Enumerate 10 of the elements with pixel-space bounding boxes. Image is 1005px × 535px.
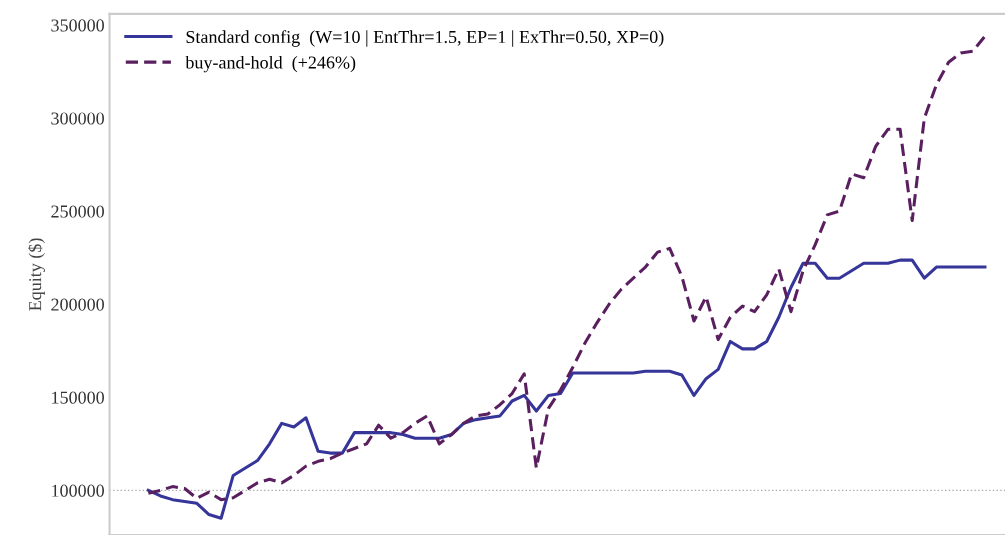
y-tick-label: 150000 [52,391,104,404]
y-tick-label: 300000 [51,112,104,125]
y-axis-title: Equity ($) [27,238,45,311]
y-tick-label: 100000 [52,484,104,497]
y-tick-label: 200000 [51,298,104,311]
y-tick-label: 350000 [51,19,104,32]
y-tick-label: 250000 [51,205,104,218]
legend-label: buy-and-hold (+246%) [185,55,356,73]
line-series [146,258,987,520]
legend-label: Standard config (W=10 | EntThr=1.5, EP=1 | ExThr=0.50, XP=0) [186,30,664,47]
